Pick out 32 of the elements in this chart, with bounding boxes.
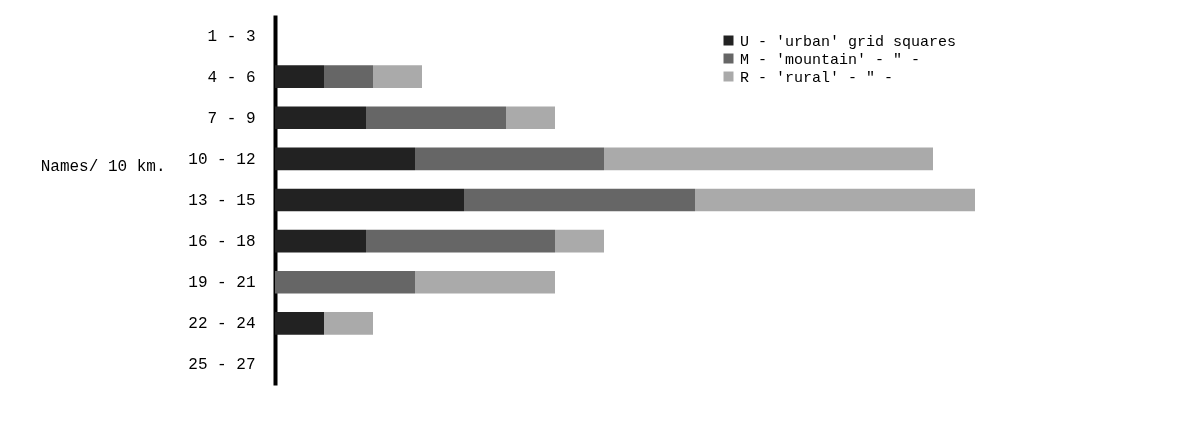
y-axis-title: Names/ 10 km. (40, 157, 166, 176)
legend-label: U - 'urban' grid squares (740, 33, 957, 51)
bar (275, 106, 366, 130)
bar (464, 188, 695, 212)
legend-label: R - 'rural' - " - (740, 69, 894, 87)
y-tick-label: 22 - 24 (188, 315, 256, 334)
bar (373, 65, 422, 88)
bar (695, 188, 975, 212)
y-tick-label: 25 - 27 (188, 356, 256, 375)
bar (324, 65, 373, 88)
bar (415, 147, 604, 171)
y-tick-label: 13 - 15 (188, 192, 256, 210)
bar (275, 270, 415, 294)
y-tick-label: 16 - 18 (188, 233, 256, 252)
y-tick-label: 10 - 12 (188, 150, 256, 169)
bar (275, 229, 366, 253)
bar (275, 188, 464, 212)
bar (506, 106, 555, 130)
y-tick-label: 7 - 9 (207, 109, 256, 128)
y-tick-label: 1 - 3 (207, 27, 256, 46)
bar (324, 312, 373, 335)
bar (555, 229, 604, 253)
bar (604, 147, 933, 171)
bar (275, 312, 324, 335)
bar (366, 229, 555, 253)
bar (366, 106, 506, 130)
legend-label: M - 'mountain' - " - (740, 51, 921, 69)
bar (275, 65, 324, 88)
y-tick-label: 4 - 6 (207, 68, 256, 87)
bar (415, 270, 555, 294)
bar (275, 147, 415, 171)
y-tick-label: 19 - 21 (188, 274, 256, 293)
